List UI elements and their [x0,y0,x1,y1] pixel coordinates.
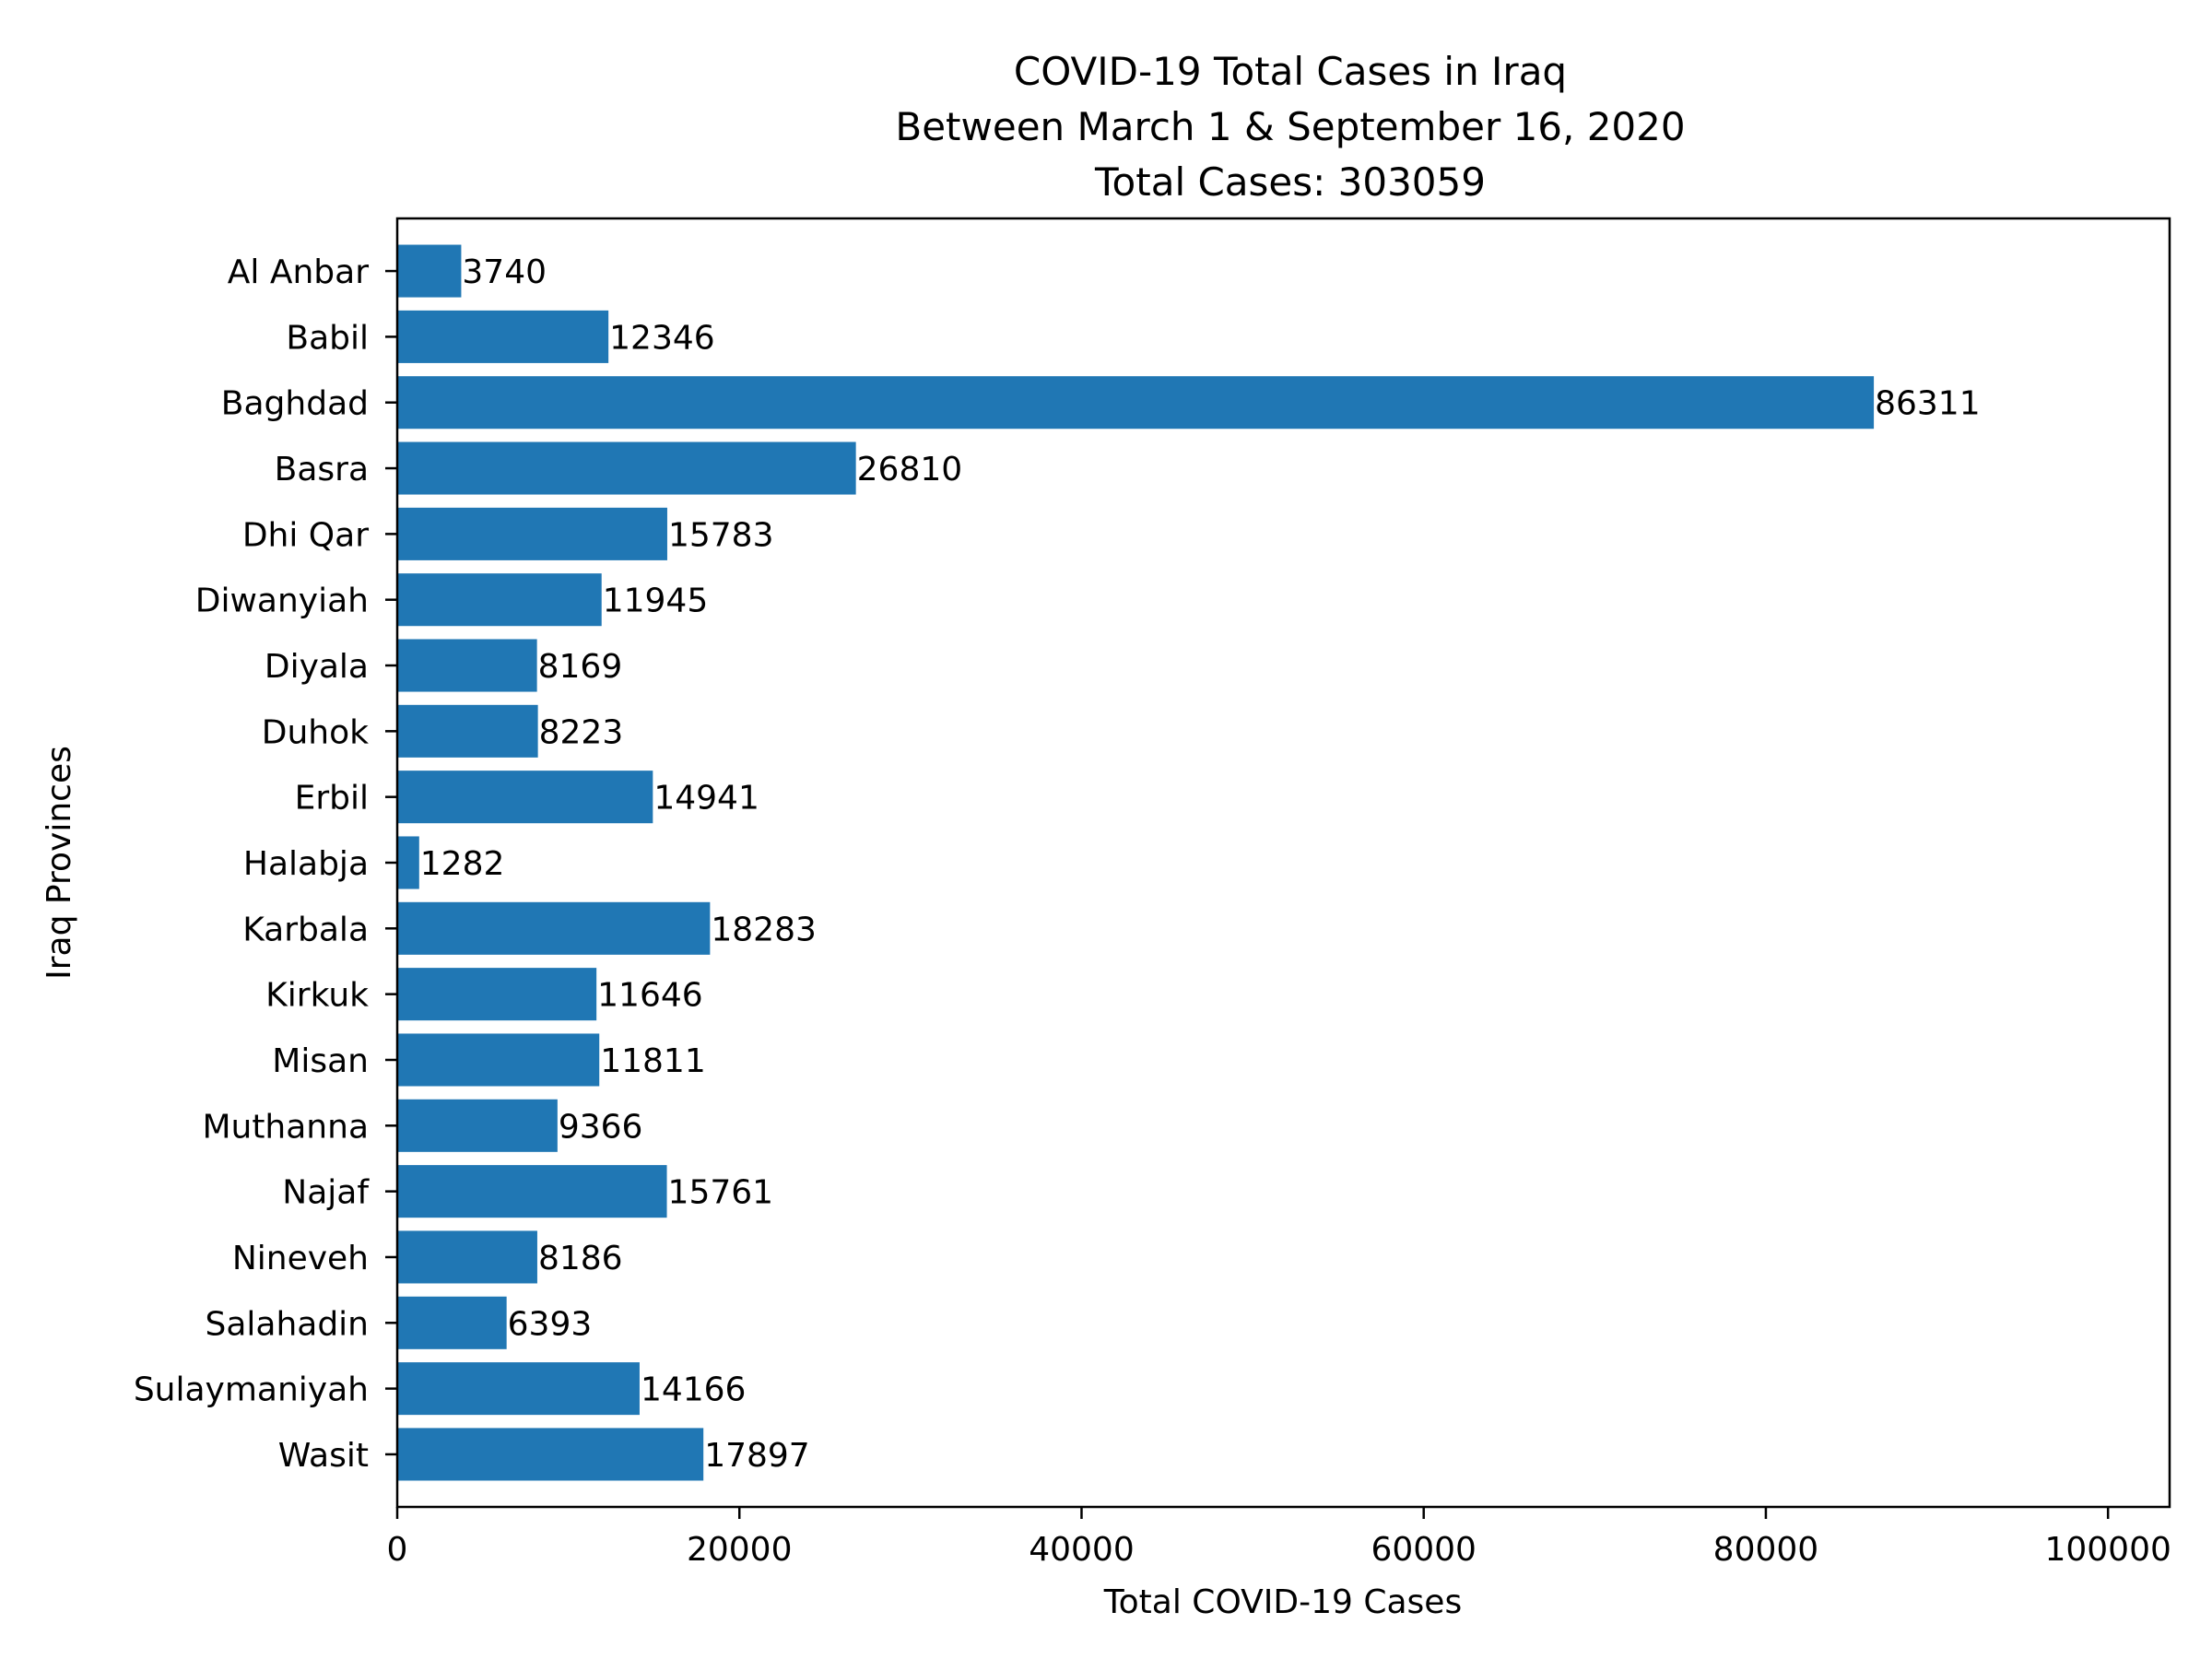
x-tick-label: 60000 [1371,1531,1477,1569]
y-tick-label: Sulaymaniyah [134,1371,369,1409]
data-label: 14166 [641,1371,747,1409]
chart-title-line-3: Total Cases: 303059 [1094,159,1486,205]
bar-duhok [397,704,538,758]
data-label: 15761 [668,1174,774,1212]
plot-frame [395,217,2171,1509]
bar-diyala [397,639,537,692]
data-label: 11646 [597,977,703,1015]
bar-misan [397,1033,600,1087]
data-label: 14941 [653,780,759,818]
y-tick-label: Nineveh [232,1240,369,1277]
y-tick-label: Salahadin [205,1305,369,1343]
data-label: 6393 [508,1305,593,1343]
y-tick-label: Diwanyiah [195,582,369,620]
bar-erbil [397,771,653,824]
y-tick-label: Halabja [243,845,369,883]
x-tick-label: 80000 [1713,1531,1819,1569]
y-axis-ticks: Al Anbar Babil Baghdad Basra Dhi Qar Diwanyia… [134,253,397,1475]
bar-kirkuk [397,968,597,1021]
y-tick-label: Diyala [265,648,369,686]
bar-babil [397,310,609,363]
data-label: 11811 [600,1042,706,1080]
x-axis-label: Total COVID-19 Cases [1103,1583,1462,1621]
bar-baghdad [397,376,1875,429]
y-tick-label: Najaf [282,1174,370,1212]
bars-group: 3740 12346 86311 26810 15783 11945 8169 8223 149… [397,244,1981,1481]
y-tick-label: Dhi Qar [242,516,369,554]
x-tick-label: 20000 [687,1531,793,1569]
data-label: 8169 [538,648,623,686]
y-tick-label: Muthanna [202,1108,369,1146]
bar-basra [397,441,856,495]
chart-title-line-1: COVID-19 Total Cases in Iraq [1014,49,1567,94]
data-label: 17897 [704,1437,810,1475]
bar-al-anbar [397,244,462,298]
y-tick-label: Kirkuk [265,977,369,1015]
data-label: 86311 [1875,385,1981,423]
x-tick-label: 0 [387,1531,408,1569]
y-tick-label: Babil [286,319,369,357]
data-label: 18283 [711,911,817,948]
bar-halabja [397,836,419,889]
y-tick-label: Erbil [295,780,369,818]
y-tick-label: Basra [275,451,369,488]
y-tick-label: Karbala [242,911,369,948]
bar-dhi-qar [397,507,667,560]
x-tick-label: 100000 [2044,1531,2171,1569]
bar-muthanna [397,1099,558,1152]
data-label: 11945 [603,582,709,620]
y-tick-label: Baghdad [221,385,369,423]
x-tick-label: 40000 [1029,1531,1135,1569]
y-tick-label: Misan [272,1042,369,1080]
chart-title-line-2: Between March 1 & September 16, 2020 [895,104,1685,149]
data-label: 26810 [857,451,963,488]
y-tick-label: Al Anbar [228,253,369,291]
bar-karbala [397,901,711,955]
y-axis-label: Iraq Provinces [41,746,78,980]
bar-salahadin [397,1296,507,1349]
bar-sulaymaniyah [397,1362,640,1416]
data-label: 8223 [539,713,624,751]
data-label: 9366 [559,1108,643,1146]
bar-diwanyiah [397,573,602,627]
bar-wasit [397,1428,704,1481]
data-label: 8186 [538,1240,623,1277]
bar-nineveh [397,1230,537,1284]
data-label: 3740 [462,253,547,291]
data-label: 15783 [668,516,774,554]
y-tick-label: Duhok [262,713,369,751]
data-label: 1282 [420,845,505,883]
x-axis-ticks: 0 20000 40000 60000 80000 100000 [387,1507,2171,1569]
y-tick-label: Wasit [278,1437,369,1475]
bar-najaf [397,1165,667,1218]
data-label: 12346 [609,319,715,357]
